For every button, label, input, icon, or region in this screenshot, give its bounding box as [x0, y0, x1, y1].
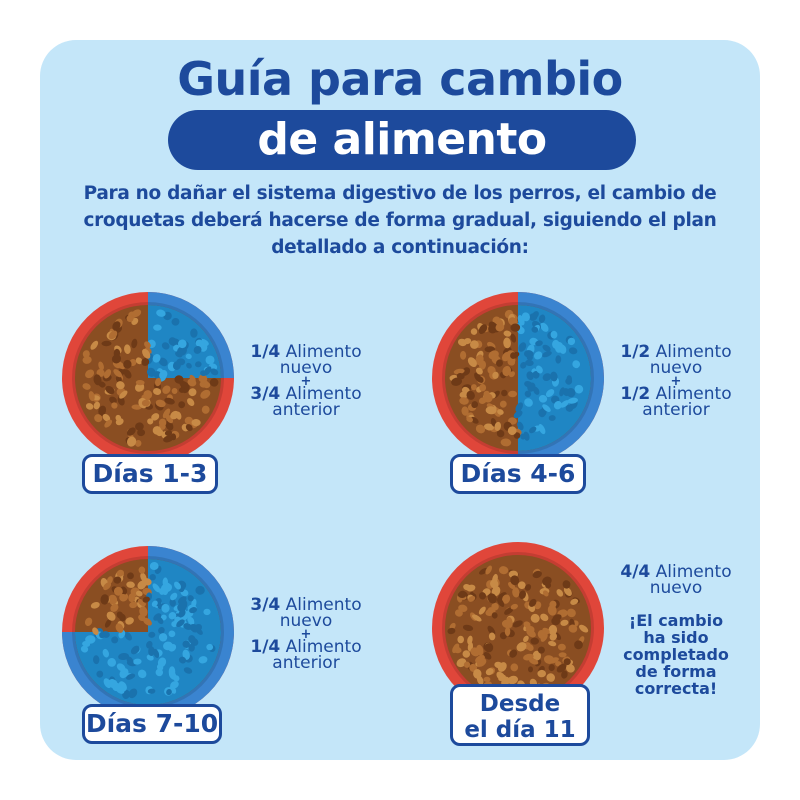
intro-line: Para no dañar el sistema digestivo de lo…	[83, 183, 717, 204]
new-fraction: 1/4	[250, 342, 281, 362]
new-fraction: 3/4	[250, 595, 281, 615]
completion-line: ¡El cambio	[628, 611, 724, 630]
new-word: Alimento	[655, 342, 732, 362]
stage-label-line: el día 11	[464, 717, 576, 743]
old-sub: anterior	[642, 400, 710, 420]
plus-sign: +	[300, 627, 312, 642]
kibble-texture	[82, 309, 219, 447]
kibble-texture	[80, 561, 216, 699]
new-word: Alimento	[655, 562, 732, 582]
intro-line: detallado a continuación:	[271, 237, 529, 258]
old-fraction: 1/4	[250, 637, 281, 657]
new-sub: nuevo	[649, 358, 703, 378]
old-word: Alimento	[285, 384, 362, 404]
ratio-text-stage-2: 1/2 Alimento nuevo + 1/2 Alimento anteri…	[606, 344, 746, 419]
old-fraction: 3/4	[250, 384, 281, 404]
stage-label-line: Desde	[479, 691, 561, 717]
food-bowl-1-4-new	[62, 292, 234, 464]
completion-line: ha sido	[643, 628, 709, 647]
new-fraction: 4/4	[620, 562, 651, 582]
ratio-text-stage-1: 1/4 Alimento nuevo + 3/4 Alimento anteri…	[236, 344, 376, 419]
old-sub: anterior	[272, 400, 340, 420]
completion-message: ¡El cambio ha sido completado de forma c…	[616, 612, 736, 697]
stage-label-days-4-6: Días 4-6	[450, 454, 586, 494]
kibble-texture	[447, 565, 589, 696]
food-bowl-3-4-new	[62, 546, 234, 718]
new-word: Alimento	[285, 595, 362, 615]
completion-line: correcta!	[634, 679, 718, 698]
new-fraction: 1/2	[620, 342, 651, 362]
old-sub: anterior	[272, 653, 340, 673]
food-bowl-1-2-new	[432, 292, 604, 464]
food-bowl-4-4-new	[432, 542, 604, 714]
ratio-text-stage-4: 4/4 Alimento nuevo	[606, 564, 746, 597]
ratio-text-stage-3: 3/4 Alimento nuevo + 1/4 Alimento anteri…	[236, 597, 376, 672]
new-sub: nuevo	[279, 358, 333, 378]
intro-line: croquetas deberá hacerse de forma gradua…	[83, 210, 717, 231]
stage-label-days-7-10: Días 7-10	[82, 704, 222, 744]
completion-line: completado	[623, 645, 729, 664]
kibble-texture	[449, 309, 584, 447]
plus-sign: +	[670, 374, 682, 389]
old-word: Alimento	[285, 637, 362, 657]
new-sub: nuevo	[649, 578, 703, 598]
stage-label-days-1-3: Días 1-3	[82, 454, 218, 494]
title-line-2: de alimento	[257, 114, 547, 165]
old-fraction: 1/2	[620, 384, 651, 404]
plus-sign: +	[300, 374, 312, 389]
intro-text: Para no dañar el sistema digestivo de lo…	[54, 180, 746, 261]
new-word: Alimento	[285, 342, 362, 362]
new-sub: nuevo	[279, 611, 333, 631]
stage-label-from-day-11: Desde el día 11	[450, 684, 590, 746]
completion-line: de forma	[635, 662, 717, 681]
guide-card: Guía para cambio de alimento Para no dañ…	[40, 40, 760, 760]
title-line-1: Guía para cambio	[177, 52, 623, 106]
old-word: Alimento	[655, 384, 732, 404]
title-pill: de alimento	[168, 110, 636, 170]
